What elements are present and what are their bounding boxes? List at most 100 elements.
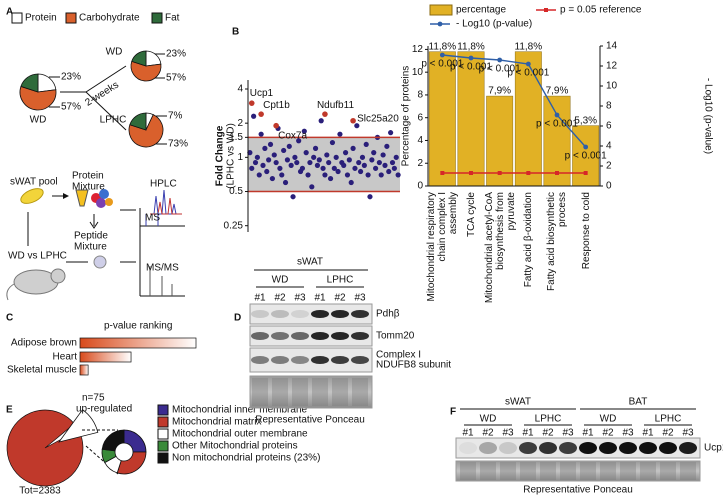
y-tick-label: 2 [417,158,423,169]
lane-label: #2 [482,428,494,439]
data-point [391,165,397,171]
protein-icon [96,198,106,208]
data-point [252,159,259,166]
workflow-label: WD vs LPHC [8,251,67,262]
ponceau-lane [352,378,368,406]
ponceau-lane [660,462,676,480]
panel-label: E [6,405,13,416]
bar-label: 7,9% [546,86,569,97]
ponceau-lane [332,378,348,406]
highlight-point [248,100,255,106]
ponceau-lane [680,462,696,480]
y-tick-label: 4 [417,135,423,146]
y-axis-label: (LPHC vs WD) [226,123,237,189]
legend-swatch [544,8,548,12]
data-point [251,113,257,119]
band [579,442,597,454]
y-axis-label: Fold Change [215,125,226,186]
ponceau-lane [480,462,496,480]
lane-label: #2 [334,293,346,304]
legend-label: Mitochondrial outer membrane [172,429,308,440]
protein-icon [105,198,113,206]
band [331,332,349,340]
pie-name: WD [30,115,47,126]
band [251,332,269,340]
data-point [269,175,275,182]
y-tick-label: 0 [417,181,423,192]
band [311,356,329,364]
bar [79,364,89,376]
subset-note: up-regulated [76,404,132,415]
bar-label: 11,8% [429,41,457,52]
legend-label: Protein [25,13,57,24]
legend-label: - Log10 (p-value) [456,19,532,30]
ponceau-lane [272,378,288,406]
line-marker [469,171,473,175]
band [291,332,309,340]
line-marker [497,57,503,63]
y2-axis-label: - Log10 (p-value) [702,78,713,154]
band [271,356,289,364]
data-point [386,168,392,175]
y-tick-label: 2 [237,118,243,129]
y2-tick-label: 14 [606,41,618,52]
legend-label: Mitochondrial inner membrane [172,405,308,416]
lane-label: #2 [542,428,554,439]
y-tick-label: 10 [412,67,424,78]
workflow-label: Protein [72,171,104,182]
band [619,442,637,454]
band [539,442,557,454]
pie-slice [58,409,99,443]
legend-swatch [11,12,23,24]
line-marker [468,55,474,61]
legend-swatch [429,4,453,16]
legend-label: percentage [456,5,506,16]
highlight-label: Cpt1b [263,100,290,111]
legend-label: Fat [165,13,180,24]
data-point [296,138,302,144]
bar-label: 11,8% [515,41,543,52]
total-label: Tot=2383 [19,486,61,496]
data-point [376,159,382,166]
pie-label: 7% [168,111,183,122]
panel-label: D [234,313,241,324]
highlight-label: Cox7a [278,130,307,141]
data-point [384,143,390,149]
lane-label: #1 [582,428,594,439]
data-point [357,168,364,175]
data-point [288,162,294,168]
ponceau [249,375,373,409]
y-tick-label: 0.25 [224,220,244,231]
data-point [292,154,298,160]
data-point [371,150,377,156]
band [311,332,329,340]
group-label: sWAT [505,397,531,408]
lane-label: #1 [254,293,266,304]
lane-label: #3 [354,293,366,304]
pie-label: 57% [166,73,186,84]
data-point [316,157,322,163]
pie-label: 23% [61,72,81,83]
bar [457,51,485,187]
chromatogram-icon [150,189,182,215]
data-point [294,159,300,166]
band [291,356,309,364]
y2-tick-label: 12 [606,61,618,72]
tissue-icon [20,188,44,204]
band [331,356,349,364]
y2-tick-label: 10 [606,81,618,92]
data-point [254,154,260,160]
data-point [350,145,356,151]
highlight-point [258,111,264,117]
line-marker [439,52,445,58]
data-point [305,172,311,178]
lane-label: #2 [274,293,286,304]
lane-label: #3 [502,428,514,439]
condition-label: LPHC [535,414,562,425]
lane-label: #3 [622,428,634,439]
data-point [271,152,277,158]
branch-line [85,65,127,93]
ponceau-lane [520,462,536,480]
arrow-label: 2-weeks [83,80,120,109]
